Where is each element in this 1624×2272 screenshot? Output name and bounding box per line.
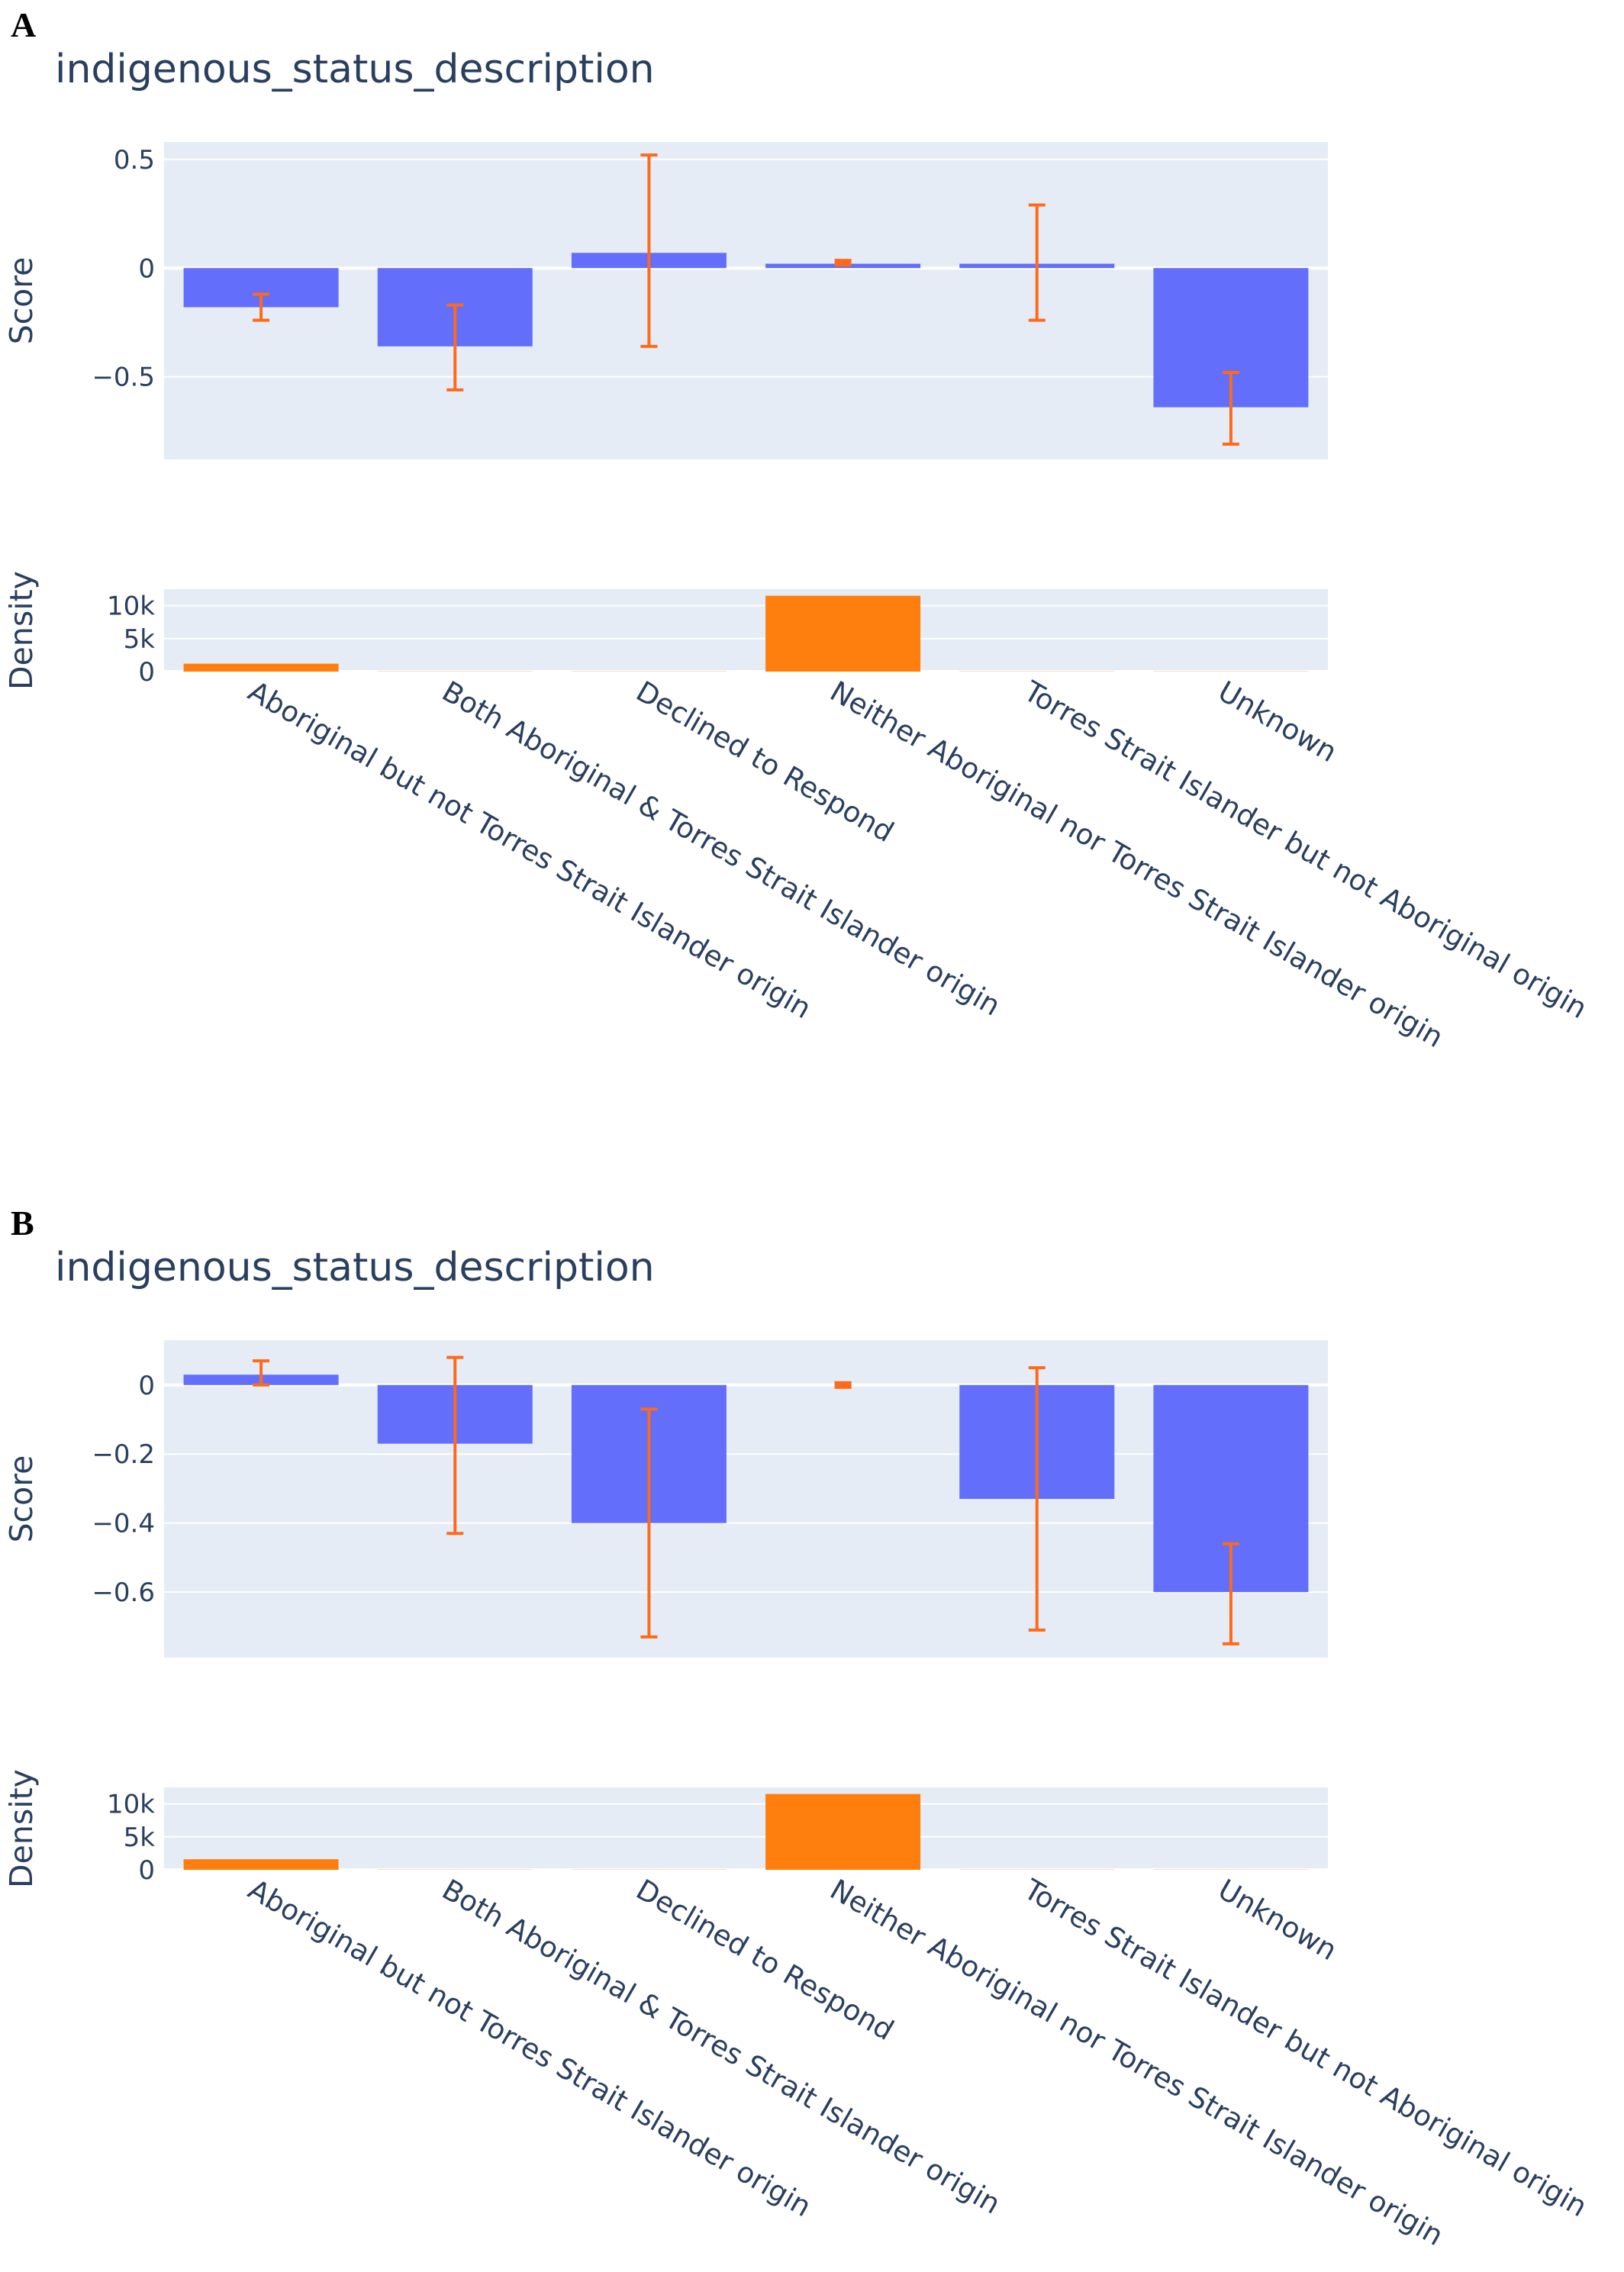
density-tick-label: 10k [107,1790,155,1820]
score-tick-label: −0.4 [92,1509,155,1539]
error-bar [446,1355,464,1536]
error-bar [253,1359,270,1387]
density-tick-label: 10k [107,591,155,622]
score-tick-label: −0.5 [92,363,155,393]
panel-b: B indigenous_status_description 0 −0.2 −0.… [3,1204,1593,2252]
score-tick-label: −0.2 [92,1439,155,1470]
density-plot-area-a [164,589,1328,672]
score-plot-area-a [164,142,1328,459]
density-tick-label: 5k [124,624,156,655]
density-axis-title-a: Density [3,571,40,690]
gridlines-a [164,158,1328,673]
gridlines-b [164,1383,1328,1871]
score-tick-label: 0 [138,1371,155,1401]
category-label: Unknown [1213,1873,1342,1967]
panel-letter-b: B [11,1204,34,1242]
panel-a: A indigenous_status_description 0.5 0 −0.5… [3,5,1593,1054]
error-bar [253,292,270,322]
density-tick-label: 0 [138,657,155,688]
density-bar [765,1793,921,1870]
chart-title-b: indigenous_status_description [55,1245,655,1291]
error-bar [1222,371,1239,446]
error-bar [446,303,464,392]
error-bar [640,153,658,348]
score-tick-label: 0 [138,253,155,284]
density-tick-label: 0 [138,1855,155,1886]
panel-letter-a: A [11,5,36,44]
density-bar [183,663,339,672]
score-tick-label: 0.5 [114,145,155,176]
score-axis-title-a: Score [3,257,40,345]
error-bar [834,1381,852,1389]
error-bar-stub [834,1381,852,1389]
score-plot-area-b [164,1340,1328,1658]
density-plot-area-b [164,1787,1328,1870]
error-bar [1028,203,1046,322]
score-axis-title-b: Score [3,1455,40,1543]
category-label: Unknown [1213,675,1342,769]
marks-b [183,1355,1309,1870]
marks-a [183,153,1309,672]
density-axis-title-b: Density [3,1769,40,1888]
density-tick-label: 5k [124,1822,156,1853]
chart-title-a: indigenous_status_description [55,47,655,92]
density-bar [765,595,921,672]
score-tick-label: −0.6 [92,1578,155,1608]
error-bar [640,1407,658,1639]
error-bar-stub [834,259,852,267]
error-bar [1222,1542,1239,1645]
density-bar [183,1859,339,1870]
error-bar [834,259,852,267]
error-bar [1028,1366,1046,1632]
